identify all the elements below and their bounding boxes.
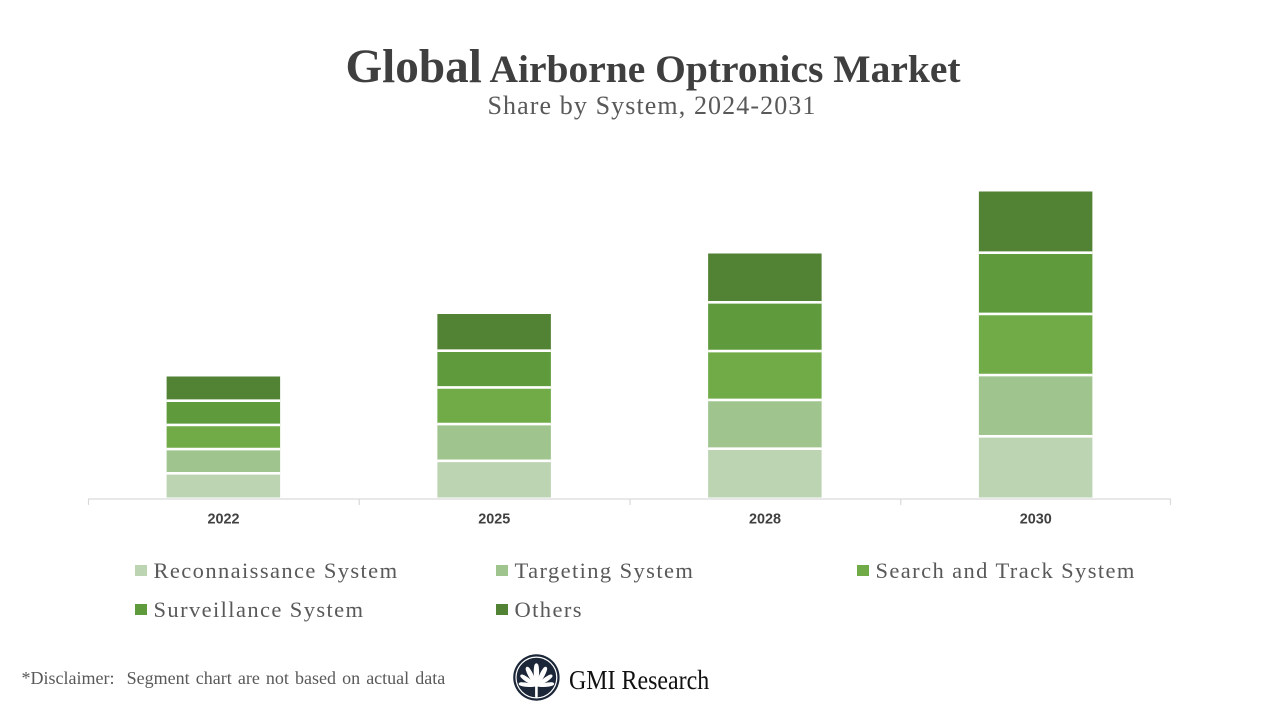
- svg-text:2028: 2028: [749, 512, 781, 528]
- svg-text:2025: 2025: [478, 512, 510, 528]
- svg-text:2030: 2030: [1020, 512, 1052, 528]
- svg-text:2022: 2022: [207, 512, 239, 528]
